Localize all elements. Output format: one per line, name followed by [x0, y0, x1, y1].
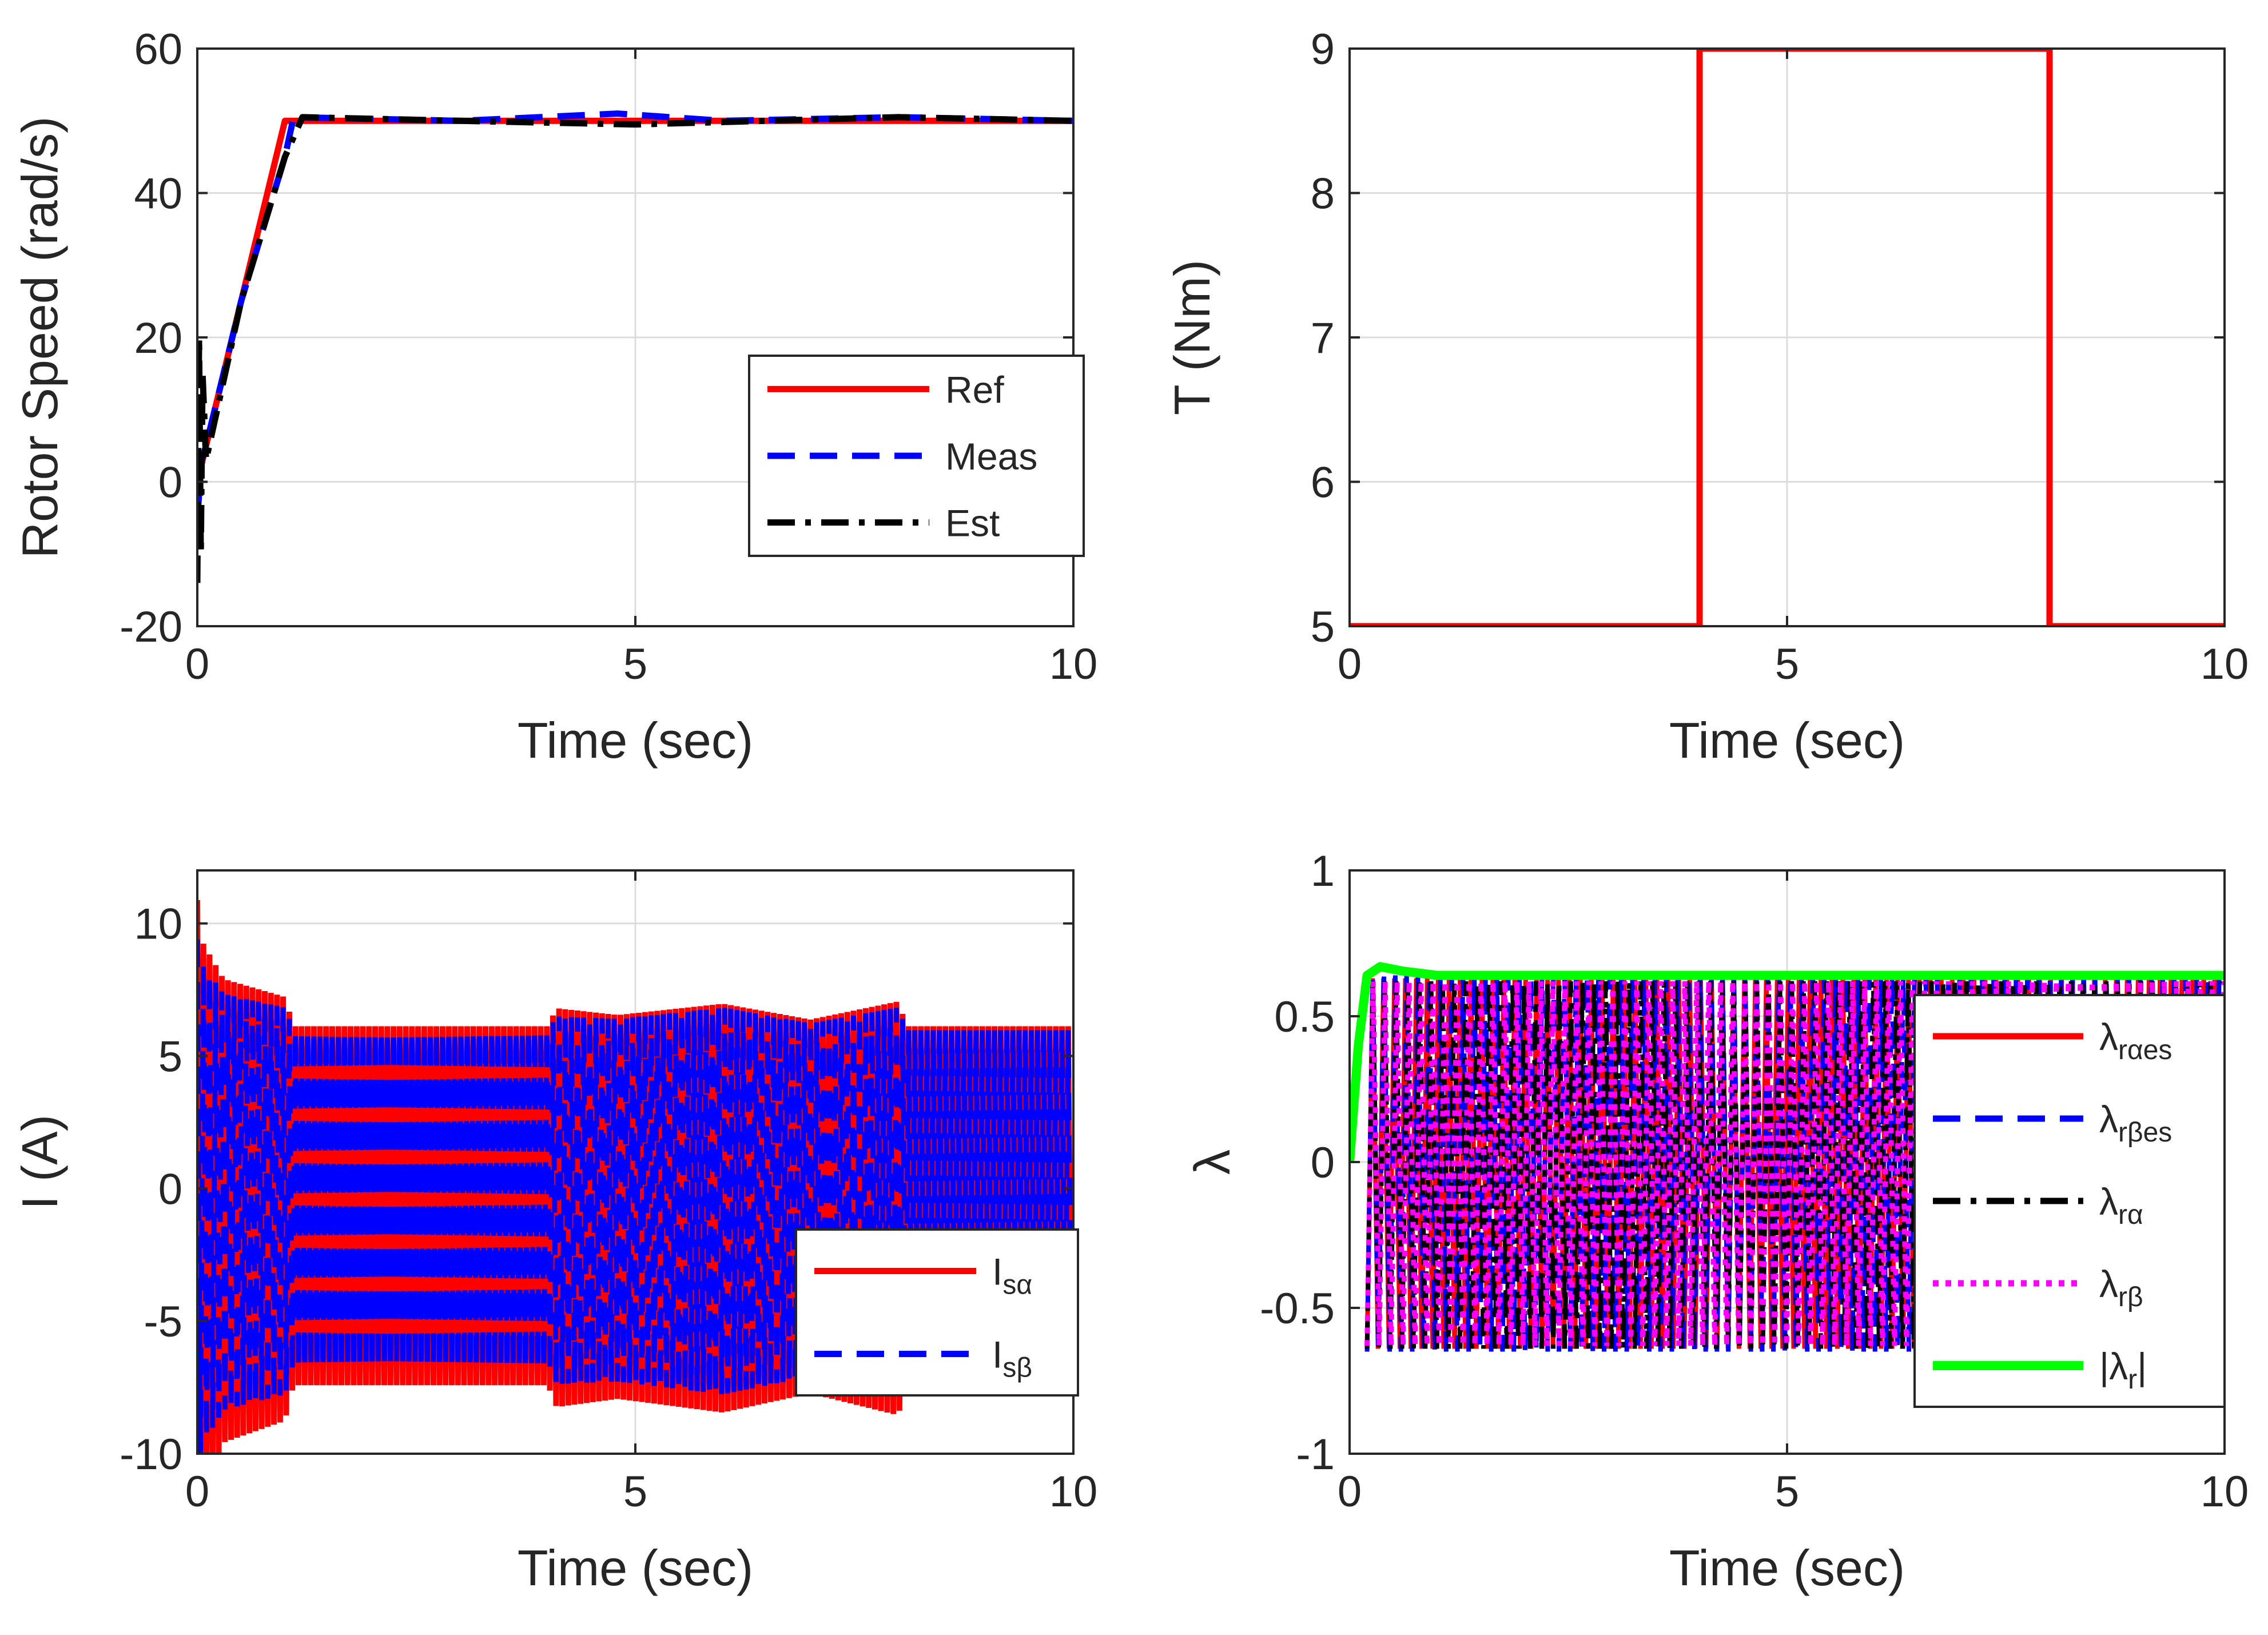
y-tick-label: 0 [1311, 1139, 1335, 1187]
y-tick-label: 6 [1311, 459, 1335, 507]
x-tick-label: 0 [185, 640, 209, 689]
y-tick-label: -5 [144, 1298, 182, 1346]
series-est-line [197, 114, 1073, 583]
x-axis-label: Time (sec) [1669, 1539, 1905, 1596]
y-tick-label: -0.5 [1260, 1284, 1335, 1333]
x-axis-label: Time (sec) [518, 1539, 753, 1596]
y-tick-label: 0 [158, 1165, 182, 1214]
x-tick-label: 10 [2201, 640, 2249, 689]
y-tick-label: 8 [1311, 170, 1335, 218]
legend-label-rαes: λrαes [2099, 1016, 2172, 1065]
legend: λrαes λrβes λrα λrβ |λr| [1913, 994, 2226, 1408]
legend-label-est: Est [945, 502, 1000, 544]
y-tick-label: 9 [1311, 25, 1335, 74]
y-tick-label: 20 [134, 314, 182, 363]
series-group [197, 110, 1073, 583]
x-tick-label: 5 [623, 1467, 647, 1516]
y-tick-label: 1 [1311, 847, 1335, 896]
series-I-sβ-line [197, 939, 1073, 1454]
y-tick-label: -20 [120, 603, 182, 651]
x-tick-label: 0 [1338, 1467, 1362, 1516]
legend-label-meas: Meas [945, 435, 1037, 478]
y-tick-label: 0.5 [1274, 993, 1335, 1041]
series-lambda-rβ-line [1364, 981, 2225, 1346]
y-axis-label: Rotor Speed (rad/s) [11, 117, 68, 559]
y-tick-label: -1 [1296, 1430, 1335, 1479]
legend-label-sβ: Isβ [992, 1334, 1032, 1383]
x-tick-label: 5 [623, 640, 647, 689]
y-tick-label: -10 [120, 1430, 182, 1479]
legend: Ref Meas Est [748, 355, 1085, 557]
legend-box [795, 1228, 1079, 1397]
legend-label-r: |λr| [2099, 1345, 2147, 1395]
y-axis-label: T (Nm) [1164, 260, 1220, 415]
y-tick-label: 0 [158, 459, 182, 507]
legend-label-rα: λrα [2099, 1180, 2143, 1230]
y-tick-label: 40 [134, 170, 182, 218]
legend-label-ref: Ref [945, 368, 1004, 411]
y-tick-label: 5 [158, 1033, 182, 1081]
legend-label-rβes: λrβes [2099, 1098, 2172, 1148]
x-axis-label: Time (sec) [1669, 712, 1905, 769]
panel-current: 0 5 10 -10 -5 0 5 10 Time (sec) I (A) Isα Isβ [11, 869, 1098, 1596]
y-tick-label: 5 [1311, 603, 1335, 651]
legend-label-sα: Isα [992, 1251, 1032, 1300]
x-tick-label: 0 [185, 1467, 209, 1516]
x-tick-label: 5 [1775, 1467, 1799, 1516]
y-tick-label: 10 [134, 900, 182, 949]
series-group [197, 900, 1073, 1454]
y-axis-label: λ [1184, 1149, 1240, 1175]
x-tick-label: 10 [1049, 1467, 1098, 1516]
series-abs-lambda-r-line [1350, 962, 2225, 1163]
y-tick-label: 7 [1311, 314, 1335, 363]
x-tick-label: 0 [1338, 640, 1362, 689]
x-axis-label: Time (sec) [518, 712, 753, 769]
x-tick-label: 10 [1049, 640, 1098, 689]
legend-box [1913, 994, 2226, 1408]
legend-label-rβ: λrβ [2099, 1263, 2143, 1312]
x-tick-label: 10 [2201, 1467, 2249, 1516]
y-tick-label: 60 [134, 25, 182, 74]
y-axis-label: I (A) [11, 1115, 68, 1210]
x-tick-label: 5 [1775, 640, 1799, 689]
legend: Isα Isβ [795, 1228, 1079, 1397]
